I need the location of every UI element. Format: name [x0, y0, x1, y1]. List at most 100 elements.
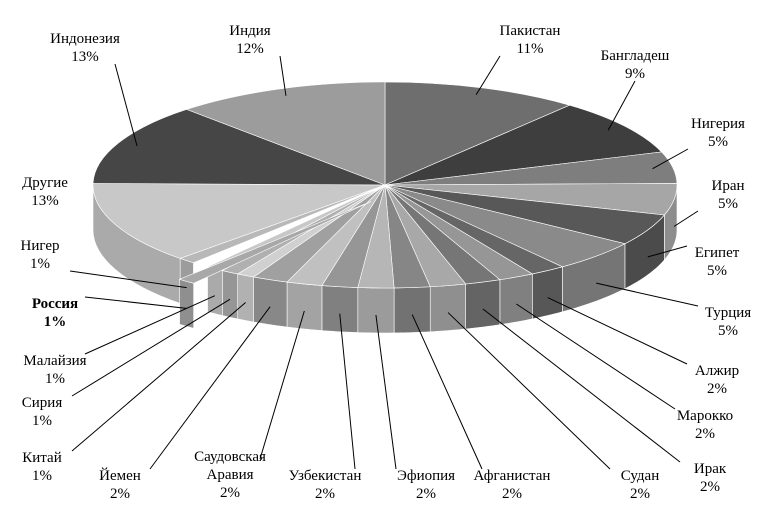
label-value: 1% — [29, 256, 50, 272]
slice-label: Ирак 2% — [694, 460, 726, 496]
label-name: Сирия — [21, 395, 63, 411]
leader-line — [607, 80, 636, 131]
label-value: 2% — [109, 486, 130, 502]
slice-label: Другие 13% — [22, 174, 68, 210]
slice-side — [465, 279, 501, 330]
slice-label: Узбекистан 2% — [289, 467, 362, 503]
label-value: 2% — [629, 486, 650, 502]
leader-line — [84, 295, 216, 355]
slice-label: Иран 5% — [711, 177, 744, 213]
label-value: 2% — [695, 426, 715, 442]
label-name: Узбекистан — [288, 468, 362, 484]
exploded — [178, 201, 372, 329]
leader-line — [596, 282, 699, 307]
slice-label: Россия 1% — [32, 295, 78, 331]
slice-label: Индонезия 13% — [50, 30, 120, 66]
slice-side — [393, 286, 431, 334]
tops — [92, 81, 678, 289]
slice — [185, 81, 386, 186]
leader-line — [279, 55, 287, 96]
slice-label: Индия 12% — [229, 22, 270, 58]
slice-label: Сирия 1% — [22, 394, 62, 430]
label-name: Марокко — [676, 408, 734, 424]
label-value: 1% — [45, 371, 65, 387]
slice-side — [357, 287, 395, 334]
label-name: Алжир — [694, 363, 740, 379]
leader-line — [475, 55, 501, 96]
label-name: Китай — [22, 450, 62, 466]
label-name: Турция — [704, 305, 752, 321]
label-value: 2% — [502, 486, 522, 502]
slice-label: Алжир 2% — [695, 362, 739, 398]
label-value: 9% — [624, 66, 645, 82]
label-value: 2% — [220, 485, 240, 501]
slice-label: Нигерия 5% — [691, 115, 745, 151]
leader-line — [375, 314, 397, 470]
slice-label: Турция 5% — [705, 304, 751, 340]
label-name: Индия — [229, 23, 271, 39]
leader-line — [673, 210, 699, 227]
slice-label: Эфиопия 2% — [397, 467, 455, 503]
slice — [384, 104, 663, 186]
label-value: 5% — [718, 196, 738, 212]
label-value: 13% — [31, 193, 59, 209]
slice-label: Йемен 2% — [99, 467, 141, 503]
slice — [384, 81, 571, 186]
label-name: Ирак — [693, 461, 727, 477]
slice-side — [499, 273, 533, 326]
label-value: 5% — [707, 263, 727, 279]
slice-label: Бангладеш 9% — [601, 47, 670, 83]
leader-line — [259, 310, 305, 460]
label-name: Йемен — [99, 468, 141, 484]
leader-line — [547, 297, 688, 365]
label-name: Малайзия — [23, 353, 87, 369]
leader-line — [149, 306, 271, 470]
slice-label: Саудовская Аравия 2% — [185, 448, 275, 502]
leader-line — [447, 312, 611, 470]
label-name: Пакистан — [499, 23, 561, 39]
label-name: Эфиопия — [396, 468, 456, 484]
leader-line — [411, 314, 483, 470]
label-name: Судан — [620, 468, 660, 484]
leader-line — [339, 313, 356, 470]
label-name: Россия — [31, 296, 79, 312]
slice — [92, 183, 386, 259]
slice-label: Китай 1% — [22, 449, 61, 485]
label-value: 2% — [707, 381, 727, 397]
label-name: Нигерия — [691, 116, 745, 132]
slice — [92, 109, 386, 186]
label-value: 1% — [32, 413, 52, 429]
label-value: 5% — [718, 323, 738, 339]
slice-side — [237, 273, 254, 323]
leader-line — [482, 308, 681, 463]
leader-line — [71, 298, 231, 397]
label-value: 2% — [700, 479, 720, 495]
leader-line — [647, 245, 688, 258]
label-name: Другие — [22, 175, 68, 191]
label-value: 13% — [71, 49, 99, 65]
slice-label: Египет 5% — [695, 244, 740, 280]
label-value: 1% — [43, 314, 67, 330]
label-name: Индонезия — [50, 31, 120, 47]
label-name: Афганистан — [473, 468, 551, 484]
slice-label: Марокко 2% — [677, 407, 733, 443]
slice-label: Пакистан 11% — [500, 22, 561, 58]
slice-side — [321, 285, 359, 333]
label-name: Иран — [711, 178, 745, 194]
slice-label: Малайзия 1% — [23, 352, 86, 388]
slice-label: Афганистан 2% — [474, 467, 551, 503]
label-value: 2% — [415, 486, 436, 502]
label-name: Бангладеш — [600, 48, 670, 64]
leaders — [69, 55, 699, 470]
label-value: 2% — [315, 486, 335, 502]
label-name: Египет — [694, 245, 740, 261]
slice-side — [253, 276, 288, 328]
slice-side — [532, 266, 563, 320]
label-value: 5% — [708, 134, 728, 150]
label-value: 11% — [516, 41, 544, 57]
slice — [178, 201, 372, 284]
label-name: Нигер — [20, 238, 60, 254]
label-value: 12% — [236, 41, 264, 57]
